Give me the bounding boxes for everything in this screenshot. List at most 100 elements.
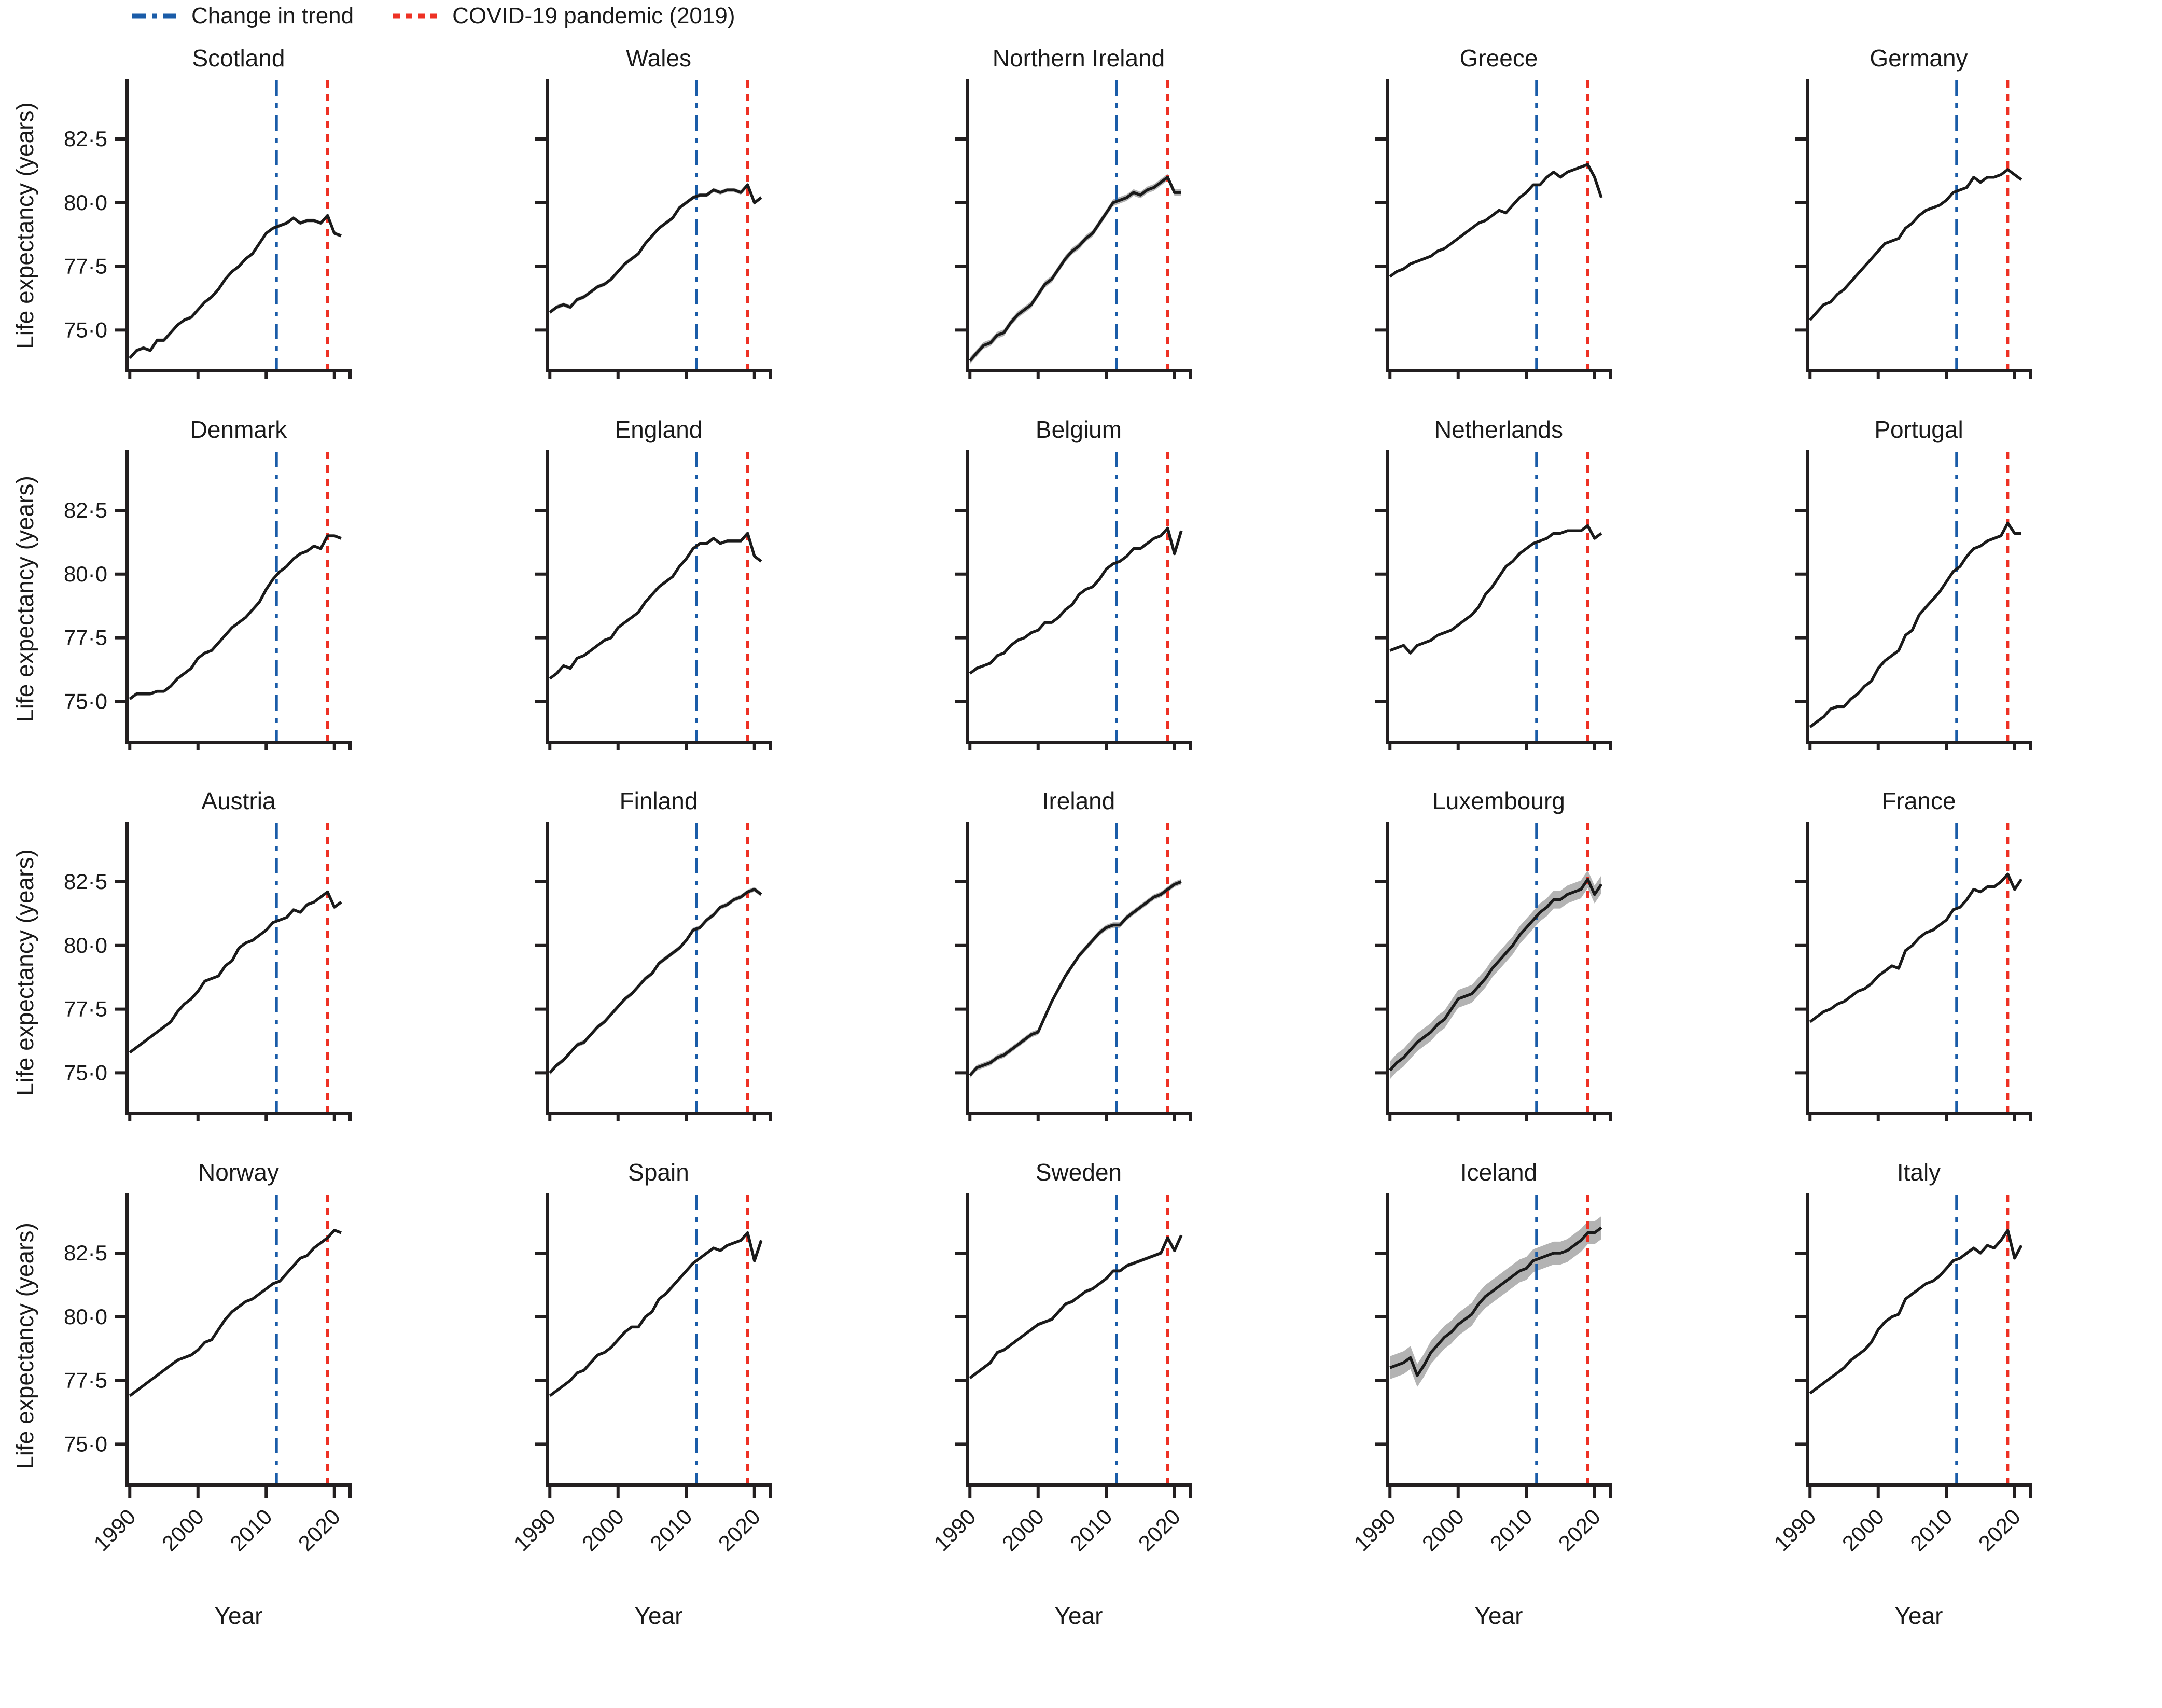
x-tick-label: 2000	[1417, 1504, 1469, 1556]
panel-title-france: France	[1881, 787, 1956, 814]
x-axis-label: Year	[215, 1602, 263, 1629]
life-expectancy-line	[969, 880, 1182, 1077]
life-expectancy-line	[549, 887, 762, 1074]
y-tick-label: 75·0	[64, 1060, 107, 1085]
panel-belgium: Belgium	[889, 415, 1309, 750]
dash-dot-line-icon	[132, 13, 182, 19]
life-expectancy-line	[549, 1231, 763, 1397]
panel-title-ireland: Ireland	[1042, 787, 1115, 814]
life-expectancy-line	[969, 1234, 1183, 1379]
life-expectancy-line	[969, 526, 1183, 675]
y-tick-label: 80·0	[64, 190, 107, 215]
life-expectancy-line	[1809, 168, 2022, 321]
x-tick-label: 1990	[1349, 1504, 1400, 1556]
y-tick-label: 77·5	[64, 254, 107, 279]
panel-title-denmark: Denmark	[190, 416, 287, 443]
x-tick-label: 2000	[577, 1504, 629, 1556]
x-tick-label: 1990	[1769, 1504, 1820, 1556]
y-tick-label: 77·5	[64, 626, 107, 650]
panel-title-northern-ireland: Northern Ireland	[992, 45, 1165, 72]
panel-iceland: Iceland 1990 2000 2010 2020 Year	[1309, 1158, 1729, 1643]
x-tick-label: 2010	[1905, 1504, 1957, 1556]
life-expectancy-line	[1809, 521, 2021, 728]
panel-austria: Austria 82·5 80·0 77·5 75·0	[49, 786, 469, 1121]
y-tick-label: 82·5	[64, 1241, 107, 1265]
x-axis-label: Year	[635, 1602, 683, 1629]
legend-label-covid: COVID-19 pandemic (2019)	[452, 3, 735, 29]
panel-germany: Germany	[1729, 44, 2150, 379]
y-tick-label: 82·5	[64, 869, 107, 894]
panel-italy: Italy 1990 2000 2010 2020 Year	[1729, 1158, 2150, 1643]
life-expectancy-line	[129, 214, 342, 359]
x-tick-label: 2010	[225, 1504, 276, 1556]
panel-england: England	[469, 415, 889, 750]
panel-title-sweden: Sweden	[1035, 1159, 1122, 1186]
panel-title-austria: Austria	[201, 787, 276, 814]
x-tick-label: 2010	[1485, 1504, 1537, 1556]
y-tick-label: 75·0	[64, 689, 107, 713]
panel-luxembourg: Luxembourg	[1309, 786, 1729, 1121]
legend: Change in trend COVID-19 pandemic (2019)	[132, 3, 735, 29]
y-axis-label: Life expectancy (years)	[11, 102, 38, 349]
chart-netherlands	[1375, 450, 1612, 750]
x-tick-label: 2020	[294, 1504, 345, 1556]
legend-item-covid: COVID-19 pandemic (2019)	[393, 3, 735, 29]
panel-title-belgium: Belgium	[1035, 416, 1122, 443]
confidence-band	[970, 1233, 1181, 1380]
legend-label-trend: Change in trend	[191, 3, 354, 29]
chart-sweden: 1990 2000 2010 2020 Year	[929, 1193, 1192, 1629]
panel-title-netherlands: Netherlands	[1434, 416, 1564, 443]
chart-iceland: 1990 2000 2010 2020 Year	[1349, 1193, 1612, 1629]
panel-title-england: England	[615, 416, 703, 443]
panel-spain: Spain 1990 2000 2010 2020 Year	[469, 1158, 889, 1643]
panel-finland: Finland	[469, 786, 889, 1121]
chart-france	[1795, 822, 2032, 1121]
chart-luxembourg	[1375, 822, 1612, 1121]
y-tick-label: 75·0	[64, 1432, 107, 1456]
chart-wales	[535, 79, 772, 379]
x-tick-label: 2010	[1065, 1504, 1117, 1556]
panel-title-finland: Finland	[619, 787, 698, 814]
x-tick-label: 2000	[997, 1504, 1049, 1556]
life-expectancy-line	[1809, 1229, 2023, 1395]
chart-greece	[1375, 79, 1612, 379]
panel-title-spain: Spain	[628, 1159, 689, 1186]
life-expectancy-line	[1389, 524, 1602, 655]
y-axis-label: Life expectancy (years)	[11, 476, 38, 723]
confidence-band	[550, 887, 761, 1075]
x-tick-label: 1990	[929, 1504, 980, 1556]
panel-denmark: Denmark 82·5 80·0 77·5 75·0	[49, 415, 469, 750]
x-tick-label: 2020	[1134, 1504, 1185, 1556]
x-tick-label: 1990	[89, 1504, 140, 1556]
x-tick-label: 2000	[1837, 1504, 1889, 1556]
x-axis-label: Year	[1895, 1602, 1943, 1629]
x-tick-label: 2010	[645, 1504, 696, 1556]
panel-title-wales: Wales	[625, 45, 692, 72]
panel-northern-ireland: Northern Ireland	[889, 44, 1309, 379]
confidence-band	[1390, 870, 1601, 1079]
x-tick-label: 2020	[1974, 1504, 2025, 1556]
chart-austria: 82·5 80·0 77·5 75·0	[64, 822, 352, 1121]
y-tick-label: 77·5	[64, 997, 107, 1021]
life-expectancy-line	[1389, 878, 1603, 1072]
chart-ireland	[955, 822, 1192, 1121]
panel-title-portugal: Portugal	[1874, 416, 1963, 443]
panel-portugal: Portugal	[1729, 415, 2150, 750]
panel-scotland: Scotland 82·5 80·0 77·5 75·0	[49, 44, 469, 379]
x-tick-label: 2020	[1554, 1504, 1605, 1556]
panel-title-germany: Germany	[1870, 45, 1968, 72]
chart-spain: 1990 2000 2010 2020 Year	[509, 1193, 772, 1629]
panel-title-iceland: Iceland	[1460, 1159, 1538, 1186]
confidence-band	[970, 879, 1181, 1078]
x-tick-label: 2000	[157, 1504, 208, 1556]
chart-belgium	[955, 450, 1192, 750]
legend-item-change-in-trend: Change in trend	[132, 3, 354, 29]
confidence-band	[1810, 169, 2021, 321]
y-tick-label: 77·5	[64, 1368, 107, 1393]
confidence-band	[130, 213, 341, 360]
confidence-band	[550, 183, 761, 314]
chart-italy: 1990 2000 2010 2020 Year	[1769, 1193, 2032, 1629]
life-expectancy-line	[1809, 872, 2023, 1023]
y-tick-label: 82·5	[64, 498, 107, 522]
panel-title-italy: Italy	[1896, 1159, 1941, 1186]
